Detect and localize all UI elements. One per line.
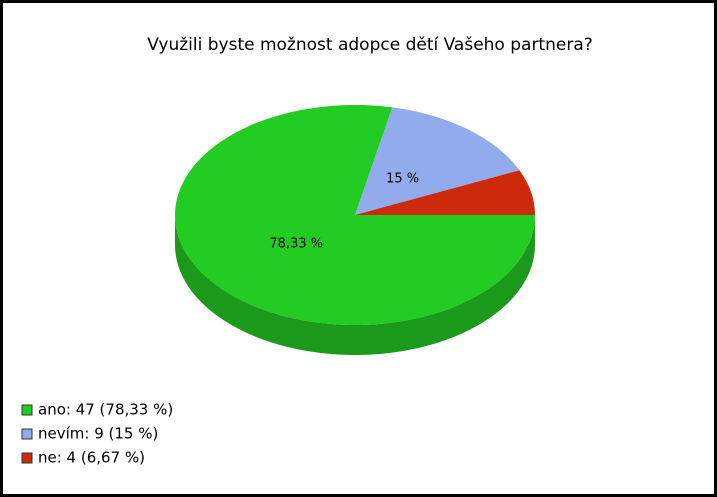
legend-label: nevím: 9 (15 %) xyxy=(38,425,158,443)
value-label: 78,33 % xyxy=(269,237,323,252)
chart-title: Využili byste možnost adopce dětí Vašeho… xyxy=(147,35,593,55)
slice xyxy=(355,107,520,215)
slice-side xyxy=(175,215,535,355)
legend-swatch xyxy=(21,404,33,416)
slice xyxy=(355,170,535,215)
value-label: 15 % xyxy=(386,172,419,187)
legend-swatch xyxy=(21,428,33,440)
legend-label: ano: 47 (78,33 %) xyxy=(38,401,173,419)
legend-label: ne: 4 (6,67 %) xyxy=(38,449,145,467)
legend-swatch xyxy=(21,452,33,464)
